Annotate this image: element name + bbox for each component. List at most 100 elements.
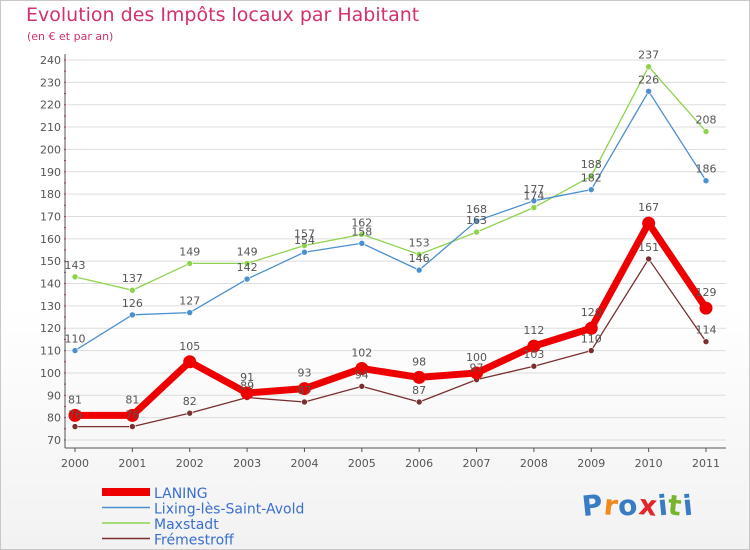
data-point-laning [412, 370, 426, 384]
data-point-lixing-l-s-saint-avold [243, 275, 251, 283]
data-point-laning [642, 216, 656, 230]
data-label-laning: 93 [297, 367, 311, 380]
y-tick-label: 220 [40, 99, 61, 112]
data-label-fr-mestroff: 110 [581, 333, 602, 346]
data-label-fr-mestroff: 87 [412, 384, 426, 397]
data-point-laning [297, 382, 311, 396]
data-label-laning: 105 [179, 340, 200, 353]
data-point-maxstadt [186, 260, 194, 267]
data-point-laning [584, 321, 598, 335]
data-label-fr-mestroff: 76 [125, 409, 139, 422]
data-point-laning [125, 408, 139, 422]
data-label-fr-mestroff: 94 [355, 368, 369, 381]
proxiti-logo: Proxiti [580, 487, 695, 524]
y-tick-label: 200 [40, 143, 61, 156]
data-point-fr-mestroff [645, 255, 652, 263]
data-point-lixing-l-s-saint-avold [530, 197, 538, 205]
data-point-fr-mestroff [358, 383, 366, 390]
data-label-maxstadt: 174 [523, 190, 544, 203]
data-point-maxstadt [702, 128, 710, 135]
x-tick-label: 2000 [61, 457, 89, 470]
data-point-maxstadt [358, 231, 366, 238]
data-label-laning: 100 [466, 351, 487, 364]
data-label-lixing-l-s-saint-avold: 182 [581, 172, 602, 185]
data-point-maxstadt [129, 286, 136, 294]
data-label-maxstadt: 163 [466, 214, 487, 227]
data-label-lixing-l-s-saint-avold: 142 [237, 261, 258, 274]
data-point-lixing-l-s-saint-avold [358, 239, 366, 247]
data-label-laning: 81 [125, 393, 139, 406]
series-line-fr-mestroff [74, 258, 707, 428]
data-label-fr-mestroff: 82 [183, 395, 197, 408]
data-point-lixing-l-s-saint-avold [301, 248, 308, 256]
data-label-maxstadt: 137 [122, 272, 143, 285]
data-point-fr-mestroff [587, 347, 595, 354]
data-point-fr-mestroff [71, 423, 79, 430]
data-label-maxstadt: 162 [351, 216, 372, 229]
data-point-maxstadt [530, 204, 538, 211]
data-point-maxstadt [415, 251, 423, 258]
data-point-lixing-l-s-saint-avold [702, 177, 710, 185]
data-point-maxstadt [301, 242, 308, 249]
data-label-maxstadt: 153 [409, 236, 430, 249]
data-point-lixing-l-s-saint-avold [473, 217, 480, 225]
y-tick-label: 90 [47, 389, 61, 402]
data-label-maxstadt: 188 [581, 158, 602, 171]
y-tick-label: 170 [40, 210, 61, 223]
data-point-maxstadt [473, 228, 480, 236]
data-label-laning: 129 [696, 286, 717, 299]
data-label-laning: 91 [240, 371, 254, 384]
data-point-laning [355, 361, 369, 375]
data-point-lixing-l-s-saint-avold [415, 266, 423, 274]
data-point-fr-mestroff [129, 423, 136, 430]
data-label-maxstadt: 237 [638, 49, 659, 62]
y-tick-label: 180 [40, 188, 61, 201]
data-label-maxstadt: 149 [237, 245, 258, 258]
data-point-laning [240, 386, 254, 400]
data-label-fr-mestroff: 97 [470, 362, 484, 375]
y-tick-label: 130 [40, 300, 61, 313]
data-point-fr-mestroff [415, 398, 423, 406]
y-tick-label: 140 [40, 278, 61, 291]
data-point-laning [183, 355, 197, 369]
legend-label-laning: LANING [154, 486, 208, 502]
y-tick-label: 100 [40, 367, 61, 380]
data-label-maxstadt: 149 [179, 245, 200, 258]
series-line-maxstadt [74, 66, 707, 291]
logo-letter: P [580, 487, 606, 524]
data-point-fr-mestroff [186, 409, 194, 417]
data-label-maxstadt: 208 [696, 114, 717, 127]
data-label-fr-mestroff: 76 [68, 409, 82, 422]
data-point-fr-mestroff [530, 362, 538, 370]
x-tick-label: 2009 [577, 457, 605, 470]
x-tick-label: 2011 [692, 457, 720, 470]
y-tick-label: 120 [40, 322, 61, 335]
data-point-laning [470, 366, 484, 380]
x-tick-label: 2008 [520, 457, 548, 470]
data-label-fr-mestroff: 87 [297, 384, 311, 397]
data-label-laning: 120 [581, 306, 602, 319]
data-label-lixing-l-s-saint-avold: 154 [294, 234, 315, 247]
data-label-laning: 98 [412, 355, 426, 368]
x-tick-label: 2005 [348, 457, 376, 470]
y-tick-label: 80 [47, 412, 61, 425]
y-tick-label: 190 [40, 166, 61, 179]
x-tick-label: 2003 [233, 457, 261, 470]
data-label-lixing-l-s-saint-avold: 226 [638, 73, 659, 86]
data-label-fr-mestroff: 151 [638, 241, 659, 254]
data-point-lixing-l-s-saint-avold [645, 87, 652, 95]
data-point-lixing-l-s-saint-avold [71, 347, 79, 354]
y-tick-label: 70 [47, 434, 61, 447]
data-point-maxstadt [243, 260, 251, 267]
data-label-lixing-l-s-saint-avold: 126 [122, 297, 143, 310]
data-point-lixing-l-s-saint-avold [129, 311, 136, 319]
data-label-fr-mestroff: 89 [240, 380, 254, 393]
logo-letter: i [680, 488, 695, 523]
data-point-lixing-l-s-saint-avold [587, 186, 595, 193]
chart-title: Evolution des Impôts locaux par Habitant [26, 4, 420, 26]
data-point-maxstadt [71, 273, 79, 281]
data-label-laning: 112 [523, 324, 544, 337]
data-label-laning: 167 [638, 201, 659, 214]
legend-label-lixing-l-s-saint-avold: Lixing-lès-Saint-Avold [154, 502, 304, 518]
